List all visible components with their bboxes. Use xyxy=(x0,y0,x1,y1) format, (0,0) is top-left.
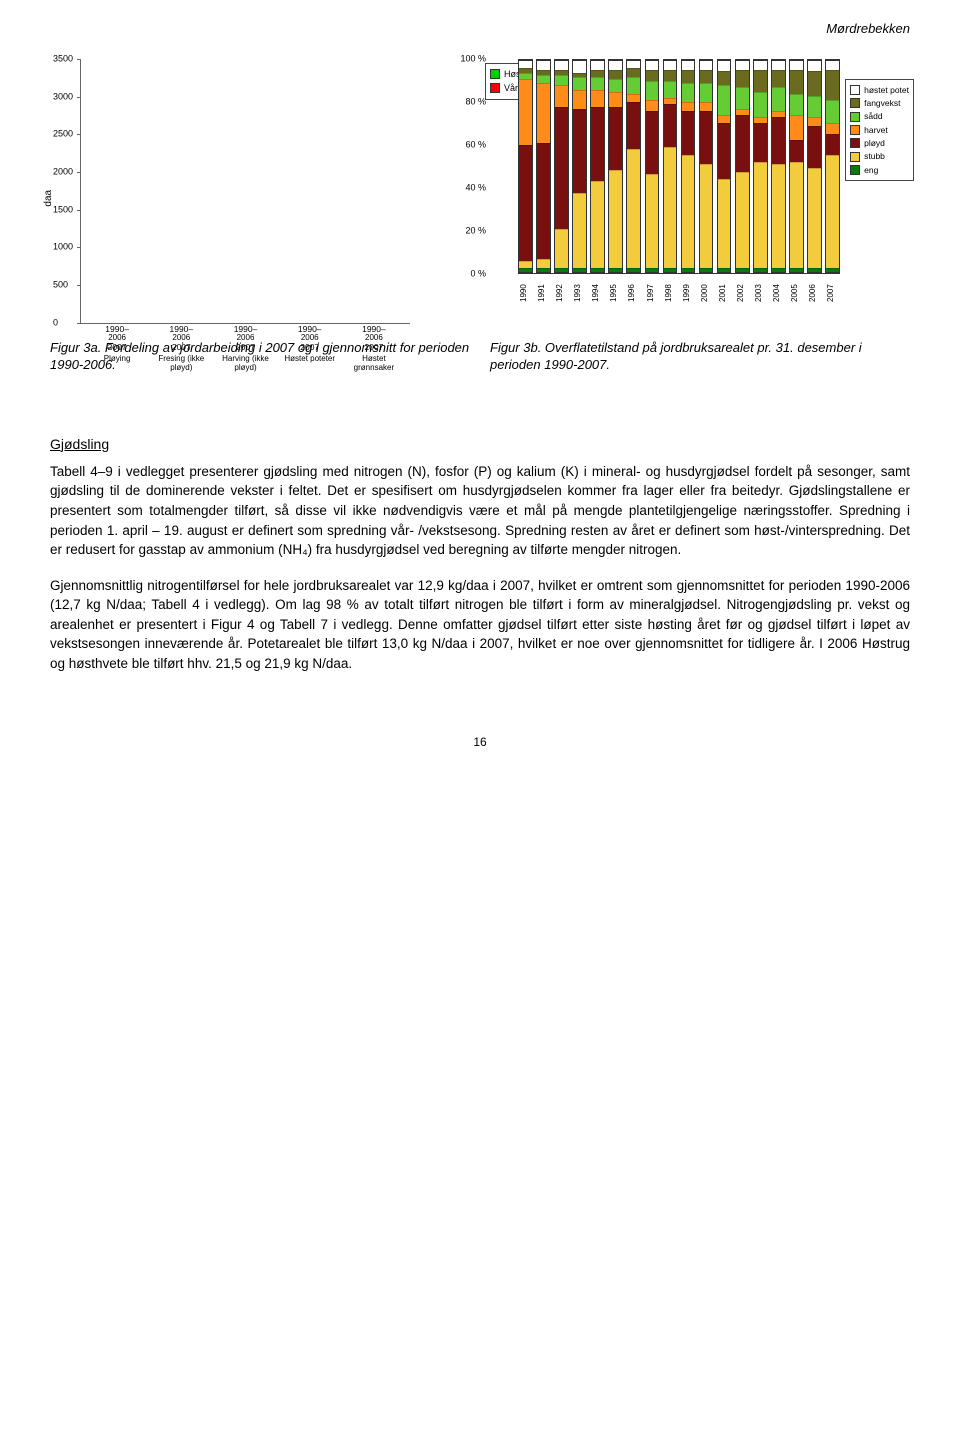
legend-item: høstet potet xyxy=(850,84,909,96)
chart-3b-ytick: 100 % xyxy=(460,52,486,65)
figure-3b-caption: Figur 3b. Overflatetilstand på jordbruks… xyxy=(490,340,910,374)
chart-3a-ytick: 3500 xyxy=(53,52,73,65)
chart-3b-xlabel: 2000 xyxy=(699,276,714,302)
chart-3b-column xyxy=(771,59,786,273)
legend-swatch xyxy=(850,165,860,175)
chart-3b-xlabel: 2002 xyxy=(735,276,750,302)
chart-3b-plot xyxy=(518,59,840,274)
legend-label: eng xyxy=(864,164,878,176)
chart-3a-plot: daa 05001000150020002500300035001990–200… xyxy=(80,59,410,324)
chart-3b-legend: høstet potetfangvekstsådd harvetpløydstub… xyxy=(845,79,914,181)
chart-3a-ytick: 500 xyxy=(53,279,68,292)
chart-3b-column xyxy=(608,59,623,273)
legend-swatch xyxy=(850,125,860,135)
chart-3a-group xyxy=(149,59,213,323)
chart-3b-column xyxy=(518,59,533,273)
legend-item: fangvekst xyxy=(850,97,909,109)
chart-3b-column xyxy=(681,59,696,273)
chart-3b-ytick: 80 % xyxy=(465,95,486,108)
chart-3b-xlabel: 2006 xyxy=(807,276,822,302)
chart-3b-xlabel: 2004 xyxy=(771,276,786,302)
chart-3b-xlabel: 1998 xyxy=(663,276,678,302)
section-title: Gjødsling xyxy=(50,434,910,454)
legend-swatch xyxy=(850,85,860,95)
chart-3b-column xyxy=(536,59,551,273)
legend-item: stubb xyxy=(850,150,909,162)
chart-3b-column xyxy=(645,59,660,273)
chart-3a-group xyxy=(85,59,149,323)
chart-3b-column xyxy=(626,59,641,273)
legend-item: harvet xyxy=(850,124,909,136)
chart-3a-xlabel: 1990–2006 2007Høstet grønnsaker xyxy=(342,325,406,373)
chart-3b-xlabels: 1990199119921993199419951996 199719981999… xyxy=(518,276,840,302)
legend-label: høstet potet xyxy=(864,84,909,96)
chart-3b-xlabel: 1994 xyxy=(590,276,605,302)
legend-swatch xyxy=(850,152,860,162)
legend-label: stubb xyxy=(864,150,885,162)
chart-3b-column xyxy=(735,59,750,273)
chart-3b-column xyxy=(753,59,768,273)
legend-item: sådd xyxy=(850,110,909,122)
chart-3a-ytick: 2000 xyxy=(53,165,73,178)
chart-3b-xlabel: 1992 xyxy=(554,276,569,302)
legend-swatch xyxy=(850,112,860,122)
chart-3a-group xyxy=(278,59,342,323)
chart-3b-xlabel: 1996 xyxy=(626,276,641,302)
legend-label: sådd xyxy=(864,110,882,122)
legend-label: pløyd xyxy=(864,137,885,149)
chart-3b-ytick: 0 % xyxy=(470,267,486,280)
chart-3b-xlabel: 1999 xyxy=(681,276,696,302)
chart-3b-ytick: 60 % xyxy=(465,138,486,151)
chart-3a-xlabel: 1990–2006 2007Pløying xyxy=(85,325,149,373)
chart-3a-ytick: 1000 xyxy=(53,241,73,254)
chart-3b-xlabel: 1990 xyxy=(518,276,533,302)
paragraph-2: Gjennomsnittlig nitrogentilførsel for he… xyxy=(50,576,910,674)
legend-item: pløyd xyxy=(850,137,909,149)
chart-3a-ytick: 3000 xyxy=(53,90,73,103)
chart-3b-ytick: 40 % xyxy=(465,181,486,194)
chart-3a-group xyxy=(213,59,277,323)
figure-3b: 0 %20 %40 %60 %80 %100 % 199019911992199… xyxy=(490,59,910,324)
chart-3b-column xyxy=(554,59,569,273)
chart-3a-ytick: 2500 xyxy=(53,128,73,141)
legend-label: fangvekst xyxy=(864,97,900,109)
chart-3b-column xyxy=(663,59,678,273)
legend-item: eng xyxy=(850,164,909,176)
chart-3b-ytick: 20 % xyxy=(465,224,486,237)
chart-3b-column xyxy=(699,59,714,273)
chart-3b-xlabel: 1993 xyxy=(572,276,587,302)
chart-3b-column xyxy=(717,59,732,273)
chart-3b-xlabel: 2001 xyxy=(717,276,732,302)
doc-title: Mørdrebekken xyxy=(50,20,910,39)
chart-3a-group xyxy=(342,59,406,323)
chart-3b-xlabel: 2005 xyxy=(789,276,804,302)
chart-3a-xlabel: 1990–2006 2007Høstet poteter xyxy=(278,325,342,373)
page-number: 16 xyxy=(50,734,910,751)
legend-swatch xyxy=(850,138,860,148)
chart-3b-xlabel: 1997 xyxy=(645,276,660,302)
figure-3a: daa 05001000150020002500300035001990–200… xyxy=(50,59,470,324)
chart-3b-column xyxy=(807,59,822,273)
chart-3a-ytick: 1500 xyxy=(53,203,73,216)
chart-3b-column xyxy=(789,59,804,273)
chart-3b-column xyxy=(590,59,605,273)
chart-3b-xlabel: 1991 xyxy=(536,276,551,302)
paragraph-1: Tabell 4–9 i vedlegget presenterer gjøds… xyxy=(50,462,910,560)
legend-label: harvet xyxy=(864,124,888,136)
chart-3b-column xyxy=(825,59,840,273)
chart-3a-xlabel: 1990–2006 2007Fresing (ikke pløyd) xyxy=(149,325,213,373)
chart-3b-xlabel: 2003 xyxy=(753,276,768,302)
legend-swatch xyxy=(850,98,860,108)
chart-3b-column xyxy=(572,59,587,273)
chart-3b-xlabel: 2007 xyxy=(825,276,840,302)
chart-3a-xlabel: 1990–2006 2007Harving (ikke pløyd) xyxy=(213,325,277,373)
chart-3b-xlabel: 1995 xyxy=(608,276,623,302)
chart-3a-ytick: 0 xyxy=(53,316,58,329)
